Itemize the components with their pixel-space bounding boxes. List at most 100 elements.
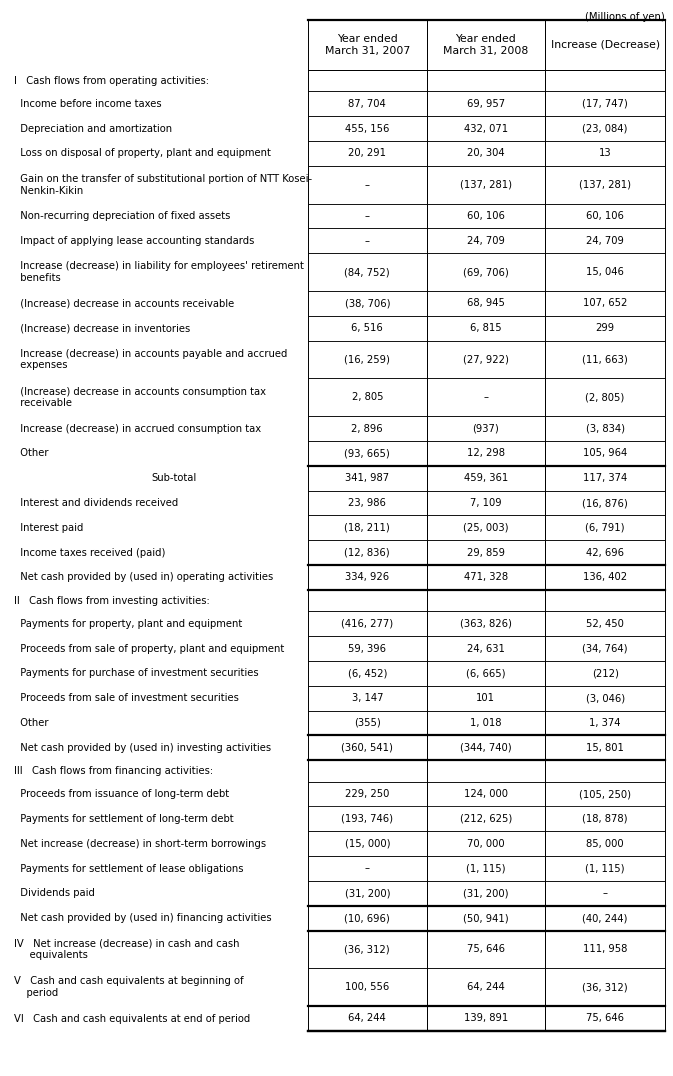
Text: Net cash provided by (used in) financing activities: Net cash provided by (used in) financing…	[14, 914, 272, 923]
Text: Payments for settlement of long-term debt: Payments for settlement of long-term deb…	[14, 813, 234, 824]
Bar	[427, 379, 545, 416]
Text: 60, 106: 60, 106	[586, 211, 624, 221]
Text: VI   Cash and cash equivalents at end of period: VI Cash and cash equivalents at end of p…	[14, 1014, 250, 1023]
Bar	[545, 540, 665, 565]
Text: 111, 958: 111, 958	[583, 945, 627, 954]
Text: Impact of applying lease accounting standards: Impact of applying lease accounting stan…	[14, 236, 254, 246]
Bar	[545, 636, 665, 661]
Bar	[545, 341, 665, 379]
Text: (16, 259): (16, 259)	[345, 355, 390, 365]
Bar	[308, 441, 427, 466]
Bar	[427, 316, 545, 341]
Bar	[427, 292, 545, 316]
Bar	[427, 1006, 545, 1031]
Bar	[545, 20, 665, 70]
Text: (40, 244): (40, 244)	[582, 914, 628, 923]
Bar	[308, 636, 427, 661]
Text: 75, 646: 75, 646	[586, 1014, 624, 1023]
Bar	[308, 807, 427, 832]
Text: (34, 764): (34, 764)	[582, 643, 628, 653]
Bar	[308, 116, 427, 141]
Bar	[308, 20, 427, 70]
Text: 334, 926: 334, 926	[345, 572, 390, 582]
Bar	[308, 316, 427, 341]
Bar	[427, 611, 545, 636]
Text: (2, 805): (2, 805)	[586, 393, 625, 402]
Text: 3, 147: 3, 147	[351, 693, 383, 704]
Bar	[545, 416, 665, 441]
Text: (69, 706): (69, 706)	[463, 267, 509, 278]
Bar	[427, 807, 545, 832]
Bar	[308, 91, 427, 116]
Bar	[545, 316, 665, 341]
Text: Loss on disposal of property, plant and equipment: Loss on disposal of property, plant and …	[14, 148, 271, 158]
Text: Proceeds from issuance of long-term debt: Proceeds from issuance of long-term debt	[14, 789, 229, 799]
Text: (38, 706): (38, 706)	[345, 298, 390, 309]
Text: 20, 291: 20, 291	[349, 148, 386, 158]
Bar	[427, 856, 545, 881]
Text: 24, 709: 24, 709	[467, 236, 505, 246]
Bar	[308, 832, 427, 856]
Text: 59, 396: 59, 396	[349, 643, 386, 653]
Bar	[545, 491, 665, 515]
Text: 1, 018: 1, 018	[470, 718, 501, 728]
Bar	[308, 292, 427, 316]
Text: (344, 740): (344, 740)	[460, 742, 511, 753]
Text: 139, 891: 139, 891	[464, 1014, 508, 1023]
Text: (23, 084): (23, 084)	[582, 124, 628, 133]
Text: 7, 109: 7, 109	[470, 498, 501, 508]
Bar	[545, 968, 665, 1006]
Bar	[308, 70, 427, 91]
Text: Increase (decrease) in liability for employees' retirement
  benefits: Increase (decrease) in liability for emp…	[14, 261, 304, 283]
Bar	[308, 761, 427, 781]
Bar	[427, 540, 545, 565]
Text: Increase (decrease) in accrued consumption tax: Increase (decrease) in accrued consumpti…	[14, 424, 261, 434]
Bar	[545, 761, 665, 781]
Text: (105, 250): (105, 250)	[579, 789, 631, 799]
Bar	[427, 565, 545, 590]
Text: 20, 304: 20, 304	[467, 148, 505, 158]
Text: (84, 752): (84, 752)	[345, 267, 390, 278]
Bar	[427, 116, 545, 141]
Bar	[308, 166, 427, 203]
Text: (212, 625): (212, 625)	[460, 813, 512, 824]
Text: 64, 244: 64, 244	[467, 982, 505, 992]
Bar	[308, 540, 427, 565]
Text: Payments for property, plant and equipment: Payments for property, plant and equipme…	[14, 619, 242, 628]
Text: (360, 541): (360, 541)	[341, 742, 393, 753]
Bar	[427, 931, 545, 968]
Text: (Increase) decrease in accounts consumption tax
  receivable: (Increase) decrease in accounts consumpt…	[14, 386, 266, 408]
Bar	[427, 20, 545, 70]
Text: (Increase) decrease in accounts receivable: (Increase) decrease in accounts receivab…	[14, 298, 234, 309]
Text: 85, 000: 85, 000	[586, 838, 624, 849]
Text: (31, 200): (31, 200)	[463, 889, 509, 898]
Bar	[427, 466, 545, 491]
Bar	[427, 781, 545, 807]
Text: (363, 826): (363, 826)	[460, 619, 511, 628]
Bar	[308, 466, 427, 491]
Bar	[308, 968, 427, 1006]
Bar	[308, 781, 427, 807]
Text: 15, 046: 15, 046	[586, 267, 624, 278]
Text: Proceeds from sale of property, plant and equipment: Proceeds from sale of property, plant an…	[14, 643, 284, 653]
Text: (1, 115): (1, 115)	[586, 864, 625, 874]
Text: (93, 665): (93, 665)	[345, 449, 390, 458]
Bar	[427, 491, 545, 515]
Text: (25, 003): (25, 003)	[463, 523, 509, 533]
Text: Payments for settlement of lease obligations: Payments for settlement of lease obligat…	[14, 864, 244, 874]
Bar	[545, 441, 665, 466]
Bar	[427, 906, 545, 931]
Text: (36, 312): (36, 312)	[345, 945, 390, 954]
Bar	[545, 781, 665, 807]
Bar	[545, 166, 665, 203]
Bar	[427, 141, 545, 166]
Text: II   Cash flows from investing activities:: II Cash flows from investing activities:	[14, 596, 210, 606]
Bar	[427, 203, 545, 228]
Text: (Millions of yen): (Millions of yen)	[586, 12, 665, 22]
Bar	[427, 416, 545, 441]
Text: 24, 709: 24, 709	[586, 236, 624, 246]
Text: 107, 652: 107, 652	[583, 298, 627, 309]
Text: 42, 696: 42, 696	[586, 548, 624, 557]
Text: –: –	[483, 393, 489, 402]
Text: (6, 665): (6, 665)	[466, 668, 505, 678]
